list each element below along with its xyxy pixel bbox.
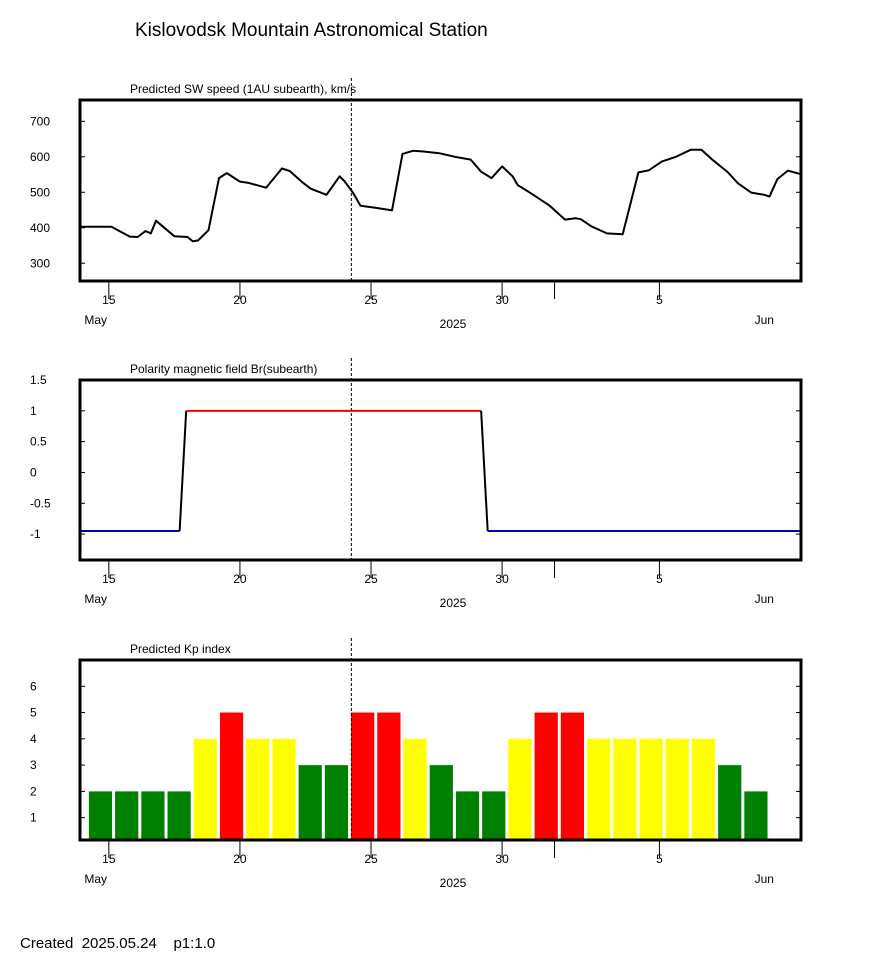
kp-bar <box>508 738 532 840</box>
kp-bar <box>455 791 480 840</box>
kp-bar <box>560 712 585 840</box>
kp-bar <box>272 738 296 840</box>
x-tick-label: 15 <box>102 572 116 586</box>
month-label: May <box>84 872 107 886</box>
kp-bar <box>246 738 270 840</box>
year-label: 2025 <box>440 317 467 331</box>
x-tick-label: 20 <box>233 293 247 307</box>
y-tick-label: 0.5 <box>30 435 47 449</box>
kp-bar <box>429 765 453 840</box>
y-tick-label: -0.5 <box>30 496 51 510</box>
y-tick-label: 4 <box>30 732 37 746</box>
y-tick-label: 1 <box>30 404 37 418</box>
y-tick-label: 6 <box>30 679 37 693</box>
kp-bar <box>482 791 506 840</box>
y-tick-label: 700 <box>30 114 50 128</box>
month-label: May <box>84 313 107 327</box>
page-title: Kislovodsk Mountain Astronomical Station <box>135 20 488 41</box>
kp-bar <box>665 738 689 840</box>
chart-title: Predicted Kp index <box>130 642 231 656</box>
y-tick-label: 1.5 <box>30 373 47 387</box>
kp-bar <box>691 738 716 840</box>
kp-bar <box>193 738 217 840</box>
kp-bar <box>298 765 322 840</box>
y-tick-label: 1 <box>30 811 37 825</box>
y-tick-label: 3 <box>30 758 37 772</box>
x-tick-label: 20 <box>233 572 247 586</box>
y-tick-label: 2 <box>30 784 37 798</box>
y-tick-label: 400 <box>30 221 50 235</box>
footer-page: p1:1.0 <box>173 935 216 952</box>
polarity-panel: Polarity magnetic field Br(subearth) -1 -0… <box>30 358 803 610</box>
x-tick-label: 15 <box>102 293 116 307</box>
plot-frame <box>78 98 803 283</box>
x-tick-label: 5 <box>656 572 663 586</box>
sw-speed-panel: Predicted SW speed (1AU subearth), km/s 3… <box>30 78 803 331</box>
kp-bar <box>88 791 113 840</box>
kp-bar <box>613 738 637 840</box>
kp-bar <box>167 791 191 840</box>
x-tick-label: 25 <box>364 293 378 307</box>
chart-title: Polarity magnetic field Br(subearth) <box>130 362 317 376</box>
x-tick-label: 5 <box>656 293 663 307</box>
year-label: 2025 <box>440 876 467 890</box>
sw-speed-line <box>80 148 802 243</box>
kp-bar <box>141 791 165 840</box>
x-tick-label: 5 <box>656 852 663 866</box>
kp-bar <box>587 738 611 840</box>
y-tick-label: 600 <box>30 150 50 164</box>
y-tick-label: 500 <box>30 185 50 199</box>
y-tick-label: 0 <box>30 465 37 479</box>
plot-frame <box>78 378 803 562</box>
kp-bar <box>324 765 349 840</box>
footer: Created 2025.05.24 p1:1.0 <box>20 935 215 952</box>
y-tick-label: 5 <box>30 706 37 720</box>
x-tick-label: 30 <box>495 852 509 866</box>
x-tick-label: 15 <box>102 852 116 866</box>
x-tick-label: 30 <box>495 293 509 307</box>
polarity-segment <box>480 410 489 532</box>
kp-bar <box>744 791 768 840</box>
kp-bar <box>639 738 663 840</box>
kp-bar <box>403 738 427 840</box>
year-label: 2025 <box>440 596 467 610</box>
polarity-segment <box>178 410 188 532</box>
y-tick-label: -1 <box>30 527 41 541</box>
y-tick-label: 300 <box>30 256 50 270</box>
x-tick-label: 25 <box>364 572 378 586</box>
month-label: Jun <box>755 592 774 606</box>
month-label: May <box>84 592 107 606</box>
kp-bar <box>718 765 742 840</box>
x-tick-label: 20 <box>233 852 247 866</box>
kp-bar <box>351 712 375 840</box>
chart-title: Predicted SW speed (1AU subearth), km/s <box>130 82 356 96</box>
kp-bar <box>219 712 244 840</box>
kp-bar <box>115 791 139 840</box>
x-tick-label: 30 <box>495 572 509 586</box>
x-tick-label: 25 <box>364 852 378 866</box>
kp-bar <box>377 712 401 840</box>
kp-bar <box>534 712 558 840</box>
footer-date: 2025.05.24 <box>81 935 157 952</box>
footer-created-label: Created <box>20 935 74 952</box>
plot-frame <box>78 658 803 842</box>
month-label: Jun <box>755 872 774 886</box>
month-label: Jun <box>755 313 774 327</box>
